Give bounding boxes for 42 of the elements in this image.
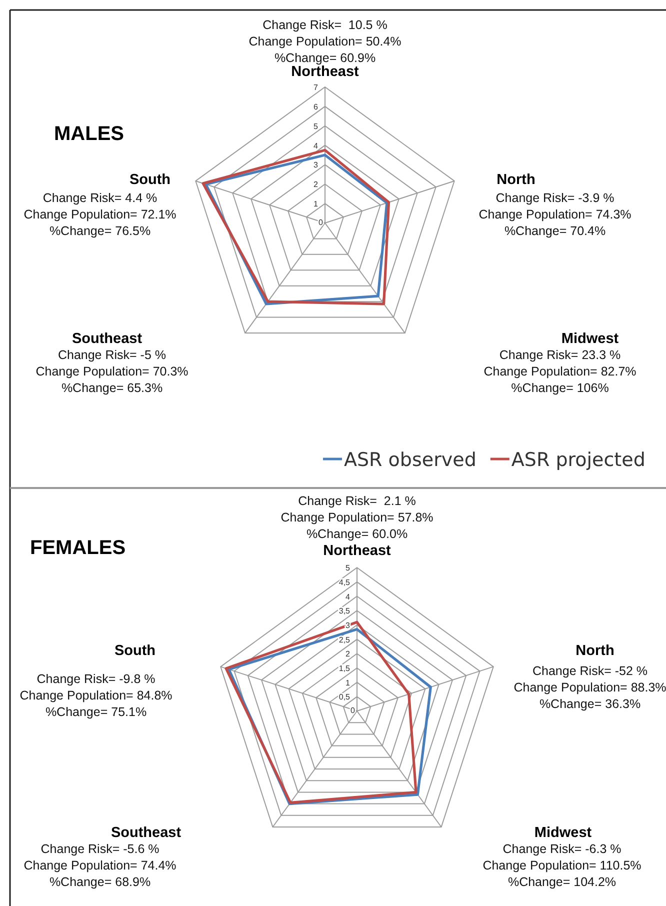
spoke-label: Northeast <box>323 543 392 559</box>
text: Change Risk= -52 % Change Population= 88.3% %Change= 36.3% <box>514 664 666 711</box>
spoke-label: South <box>114 643 156 659</box>
y-tick-label: 4 <box>314 141 319 150</box>
y-tick-label: 5 <box>346 564 351 573</box>
y-tick-label: 7 <box>314 83 319 92</box>
text: Change Risk= -3.9 % Change Population= 74.3% %Change= 70.4% <box>478 191 632 238</box>
y-tick-label: 4 <box>346 592 351 602</box>
text: Change Risk= 23.3 % Change Population= 82.7% %Change= 106% <box>484 348 636 395</box>
chart-title: FEMALES <box>30 537 126 559</box>
text: Change Risk= -6.3 % Change Population= 110.5% %Change= 104.2% <box>482 842 642 889</box>
text: Change Risk= 10.5 % Change Population= 50.4% %Change= 60.9% <box>248 18 402 65</box>
y-tick-label: 2 <box>314 180 319 190</box>
text: Change Risk= -5 % Change Population= 70.3% %Change= 65.3% <box>36 348 188 395</box>
text: Change Risk= -9.8 % Change Population= 84.8% %Change= 75.1% <box>20 672 172 719</box>
legend-label: ASR observed <box>344 449 476 471</box>
text: Change Risk= -5.6 % Change Population= 74.4% %Change= 68.9% <box>24 842 176 889</box>
spoke-label: Southeast <box>110 825 182 841</box>
y-tick-label: 0 <box>350 706 356 715</box>
y-tick-label: 6 <box>314 102 319 112</box>
spoke-label: Southeast <box>72 331 142 347</box>
y-tick-label: 3 <box>314 160 319 170</box>
spoke-label: Midwest <box>534 825 592 841</box>
y-tick-label: 1 <box>314 200 319 209</box>
y-tick-label: 1,5 <box>338 664 351 673</box>
spoke-label: North <box>576 643 614 659</box>
spoke-label: North <box>496 172 536 188</box>
text: Change Risk= 2.1 % Change Population= 57.8% %Change= 60.0% <box>280 494 434 541</box>
text: MALES <box>54 123 124 145</box>
y-tick-label: 4,5 <box>338 578 351 587</box>
text: Change Risk= 4.4 % Change Population= 72.1% %Change= 76.5% <box>24 191 176 238</box>
y-tick-label: 0,5 <box>338 692 351 702</box>
spoke-label: Midwest <box>561 331 619 347</box>
legend-label: ASR projected <box>511 449 646 471</box>
y-tick-label: 2 <box>346 650 351 659</box>
y-tick-label: 0 <box>318 218 324 227</box>
y-tick-label: 3,5 <box>338 606 351 616</box>
spoke-label: Northeast <box>291 64 360 80</box>
y-tick-label: 1 <box>346 678 351 688</box>
y-tick-label: 2,5 <box>338 635 351 644</box>
y-tick-label: 5 <box>314 122 319 131</box>
spoke-label: South <box>129 172 171 188</box>
